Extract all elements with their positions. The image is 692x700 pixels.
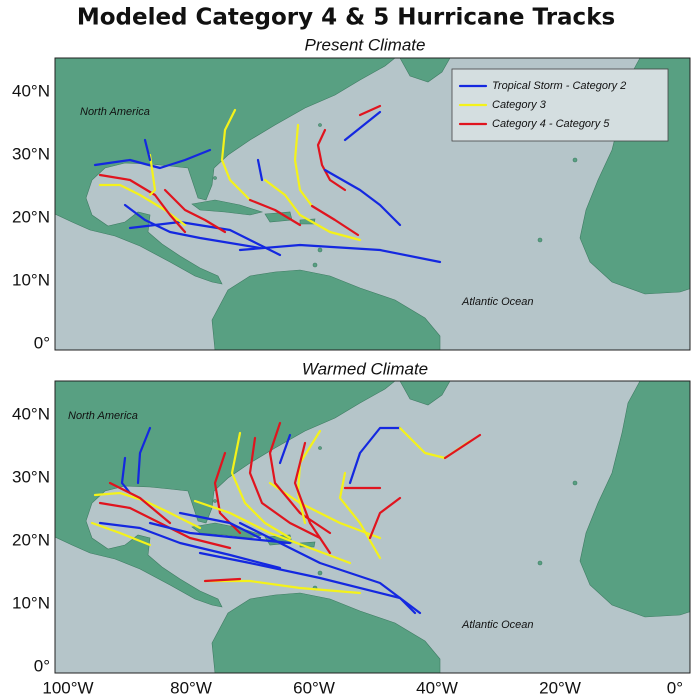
tracks [93, 104, 442, 264]
legend-box [451, 68, 669, 142]
axis-labels: 40°N 30°N 20°N 10°N 0° 40°N 30°N 20°N 10°N 0° 100°… [12, 81, 683, 697]
y-tick-label: 20°N [12, 207, 50, 226]
x-tick-label: 100°W [42, 678, 93, 697]
y-tick-label: 20°N [12, 530, 50, 549]
place-label: North America [80, 106, 150, 118]
place-label: Atlantic Ocean [461, 296, 534, 308]
panel-frame [54, 57, 691, 351]
subtitle: Present Climate [305, 35, 426, 54]
title: Modeled Category 4 & 5 Hurricane Tracks [77, 5, 615, 31]
legend-label: Category 3 [492, 99, 547, 111]
y-tick-label: 0° [34, 333, 50, 352]
y-tick-label: 40°N [12, 404, 50, 423]
place-label: North America [68, 410, 138, 422]
map-panel [55, 381, 690, 673]
legend-label: Tropical Storm - Category 2 [492, 80, 626, 92]
x-tick-label: 0° [667, 678, 683, 697]
x-tick-label: 40°W [416, 678, 458, 697]
y-tick-label: 0° [34, 656, 50, 675]
tracks [90, 421, 482, 615]
legend-label: Category 4 - Category 5 [492, 118, 610, 130]
subtitle: Warmed Climate [302, 359, 428, 378]
x-tick-label: 80°W [170, 678, 212, 697]
y-tick-label: 10°N [12, 270, 50, 289]
y-tick-label: 30°N [12, 467, 50, 486]
map-panel: Tropical Storm - Category 2 Category 3 C… [55, 58, 690, 350]
y-tick-label: 10°N [12, 593, 50, 612]
y-tick-label: 40°N [12, 81, 50, 100]
y-tick-label: 30°N [12, 144, 50, 163]
x-tick-label: 60°W [293, 678, 335, 697]
place-label: Atlantic Ocean [461, 619, 534, 631]
x-tick-label: 20°W [539, 678, 581, 697]
panel-frame [54, 380, 691, 674]
